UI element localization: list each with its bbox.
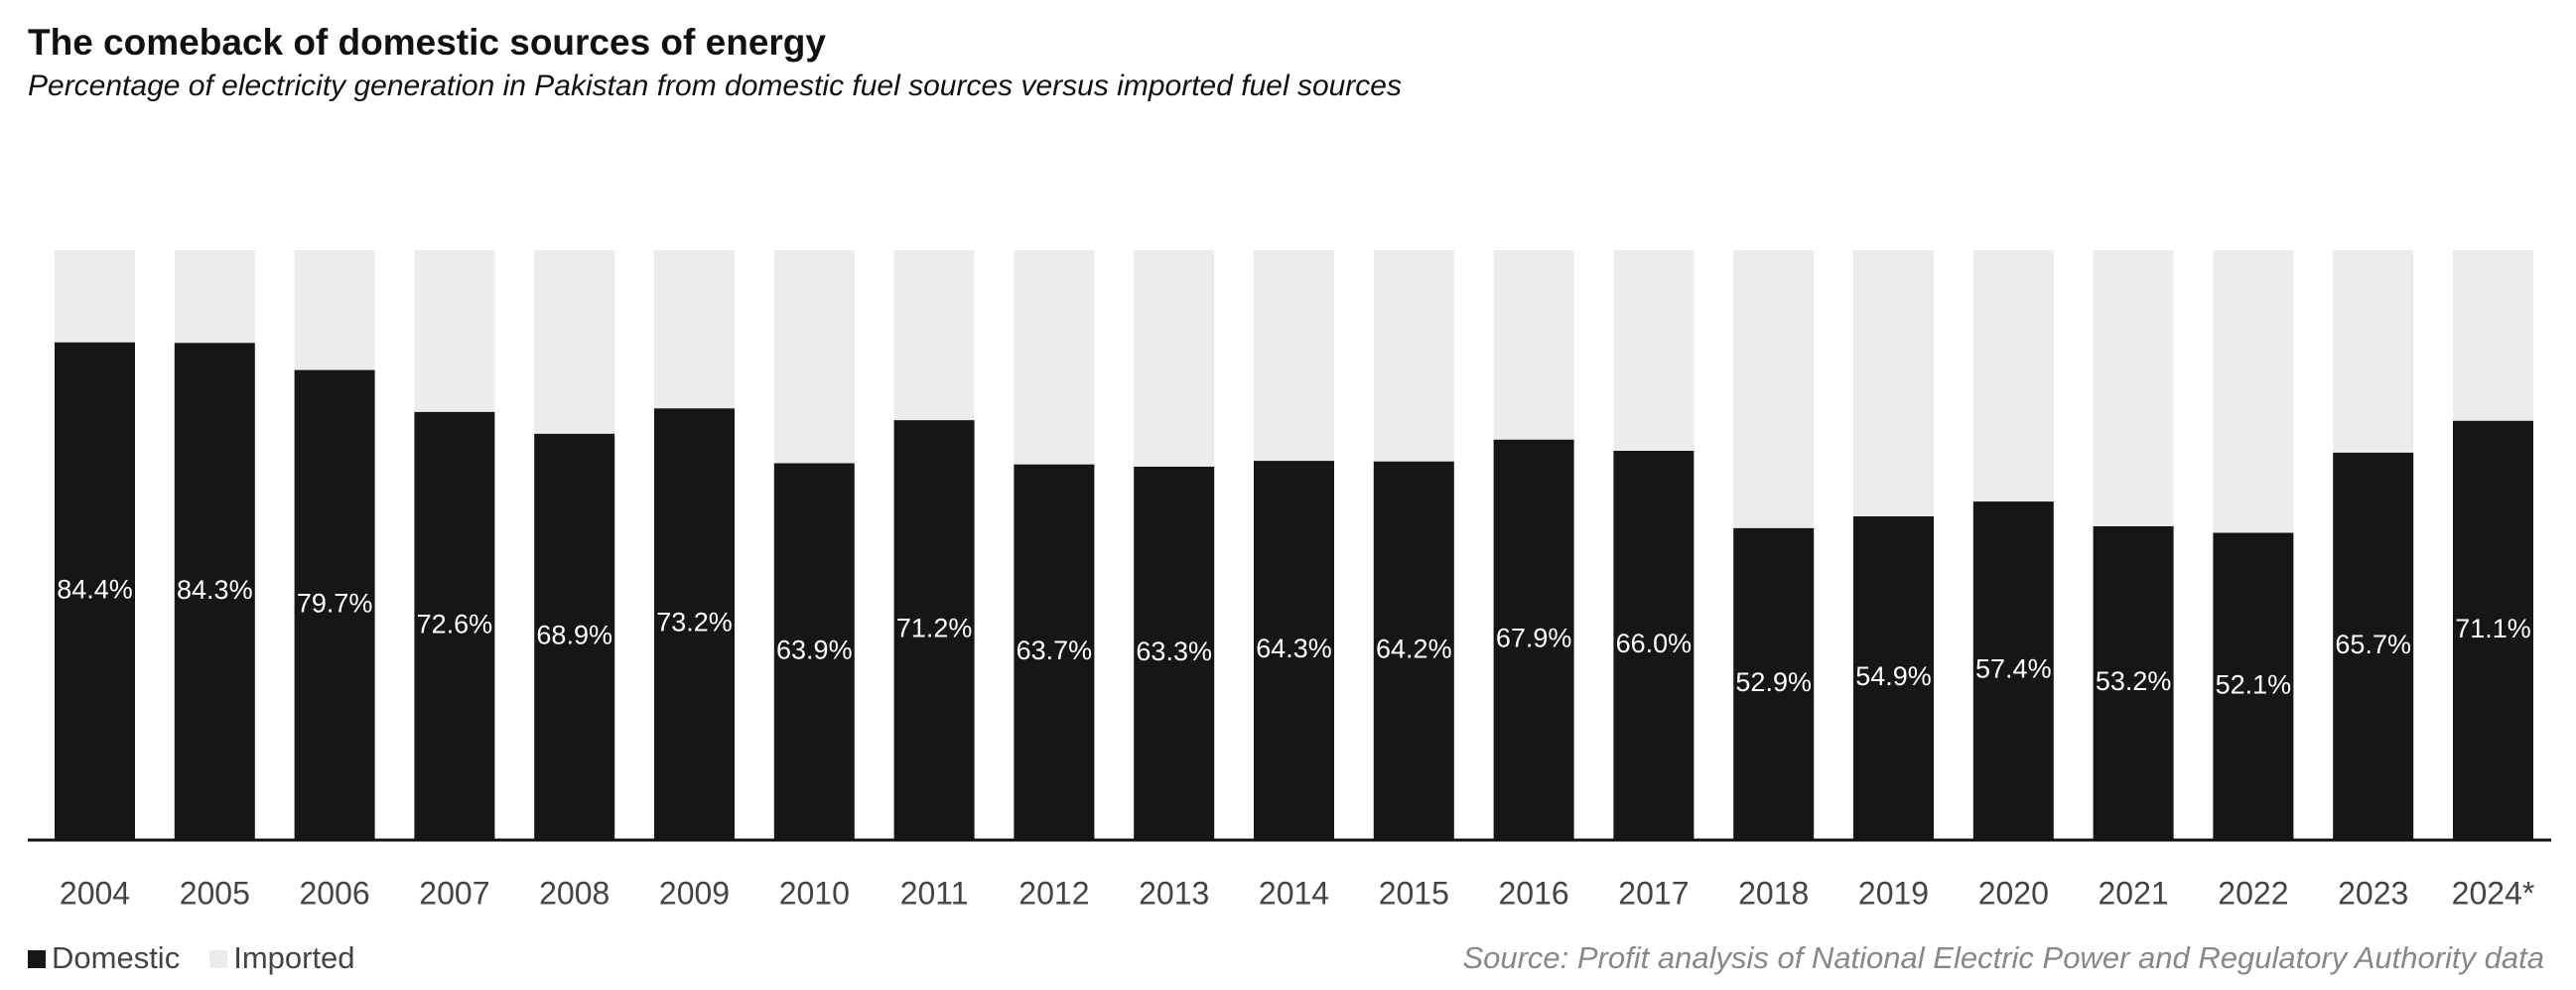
bar-segment [773, 250, 855, 464]
data-label: 53.2% [2096, 666, 2172, 696]
x-tick-label: 2021 [2099, 875, 2169, 911]
legend-swatch [209, 950, 228, 968]
bar-segment [2333, 250, 2414, 453]
bar-segment [55, 250, 135, 343]
bar-segment [1254, 461, 1334, 840]
bar-segment [1373, 250, 1454, 462]
x-tick-label: 2023 [2338, 875, 2408, 911]
data-label: 52.9% [1735, 667, 1812, 697]
data-label: 63.9% [776, 635, 853, 664]
bar-segment [1853, 250, 1934, 516]
data-label: 63.7% [1017, 636, 1093, 665]
data-label: 71.1% [2455, 614, 2531, 643]
bar-segment [174, 343, 255, 840]
data-label: 64.2% [1376, 634, 1452, 663]
data-label: 79.7% [297, 588, 373, 618]
x-tick-label: 2016 [1499, 875, 1569, 911]
x-tick-label: 2015 [1379, 875, 1449, 911]
chart-subtitle: Percentage of electricity generation in … [28, 70, 1402, 102]
bar-segment [1853, 515, 1934, 840]
bar-segment [174, 250, 255, 344]
bar-segment [534, 433, 615, 840]
data-label: 71.2% [896, 614, 973, 643]
bar-segment [414, 250, 495, 412]
data-label: 84.4% [57, 574, 133, 604]
bar-segment [534, 250, 615, 434]
x-tick-label: 2011 [900, 875, 969, 911]
bar-segment [1972, 501, 2054, 840]
bar-segment [1493, 250, 1574, 440]
bar-segment [1014, 250, 1095, 465]
bar-segment [1254, 250, 1334, 462]
bar-segment [1134, 250, 1215, 467]
bar-segment [2333, 452, 2414, 840]
chart-title: The comeback of domestic sources of ener… [28, 22, 826, 63]
bar-segment [1014, 464, 1095, 840]
x-tick-label: 2008 [539, 875, 610, 911]
data-label: 65.7% [2335, 630, 2411, 659]
x-tick-label: 2005 [180, 875, 250, 911]
bar-segment [1733, 250, 1815, 528]
x-tick-label: 2018 [1738, 875, 1809, 911]
x-tick-label: 2004 [60, 875, 130, 911]
bar-segment [2213, 250, 2294, 533]
data-label: 68.9% [536, 620, 612, 649]
x-tick-label: 2013 [1139, 875, 1209, 911]
data-label: 63.3% [1136, 636, 1212, 666]
bar-segment [1134, 466, 1215, 840]
bar-segment [654, 250, 735, 409]
bar-segment [294, 250, 375, 370]
bar-segment [2213, 532, 2294, 840]
bar-segment [414, 411, 495, 840]
bar-segment [893, 250, 975, 421]
legend-label: Imported [233, 940, 354, 975]
x-tick-label: 2024* [2452, 875, 2535, 911]
bar-segment [55, 342, 135, 840]
bar-segment [2453, 420, 2533, 840]
data-label: 52.1% [2216, 669, 2292, 699]
data-label: 84.3% [177, 575, 253, 605]
data-label: 54.9% [1855, 661, 1932, 691]
bar-segment [2093, 250, 2174, 526]
bar-segment [893, 420, 975, 840]
x-tick-label: 2014 [1259, 875, 1329, 911]
x-tick-label: 2012 [1018, 875, 1089, 911]
data-label: 72.6% [417, 610, 493, 639]
bar-segment [1613, 450, 1695, 840]
x-tick-label: 2007 [419, 875, 489, 911]
data-label: 66.0% [1616, 629, 1693, 658]
legend-swatch [28, 950, 46, 968]
bar-segment [1373, 461, 1454, 840]
bar-segment [2453, 250, 2533, 421]
x-tick-label: 2019 [1858, 875, 1929, 911]
x-tick-label: 2020 [1978, 875, 2049, 911]
x-tick-label: 2010 [779, 875, 850, 911]
data-label: 67.9% [1496, 623, 1572, 652]
x-tick-label: 2017 [1618, 875, 1689, 911]
bar-segment [294, 369, 375, 840]
bar-segment [1733, 527, 1815, 840]
x-tick-label: 2022 [2218, 875, 2288, 911]
bar-segment [1972, 250, 2054, 502]
source: Source: Profit analysis of National Elec… [1462, 940, 2544, 975]
legend-label: Domestic [52, 940, 180, 975]
bar-segment [773, 463, 855, 840]
x-tick-label: 2009 [659, 875, 730, 911]
bar-segment [654, 408, 735, 840]
data-label: 57.4% [1975, 654, 2052, 684]
bar-segment [1613, 250, 1695, 451]
data-label: 64.3% [1256, 634, 1332, 663]
bar-segment [1493, 439, 1574, 840]
data-label: 73.2% [656, 608, 733, 637]
bar-segment [2093, 525, 2174, 840]
x-tick-label: 2006 [300, 875, 370, 911]
